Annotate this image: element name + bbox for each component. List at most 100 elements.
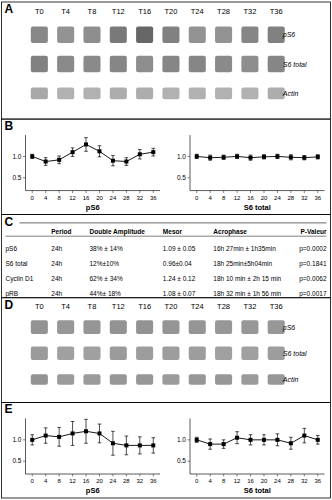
error-bar [138,437,142,454]
error-bar [151,438,155,453]
x-tick-label: 28 [288,478,295,484]
x-tick [112,474,113,477]
y-tick-label: 1.0 [177,153,186,160]
x-tick-label: 32 [301,195,308,201]
x-tick [250,191,251,194]
y-tick-label: 1.0 [12,153,21,160]
error-cap [222,448,226,449]
band [189,374,206,384]
table-cell: 1.08 ± 0.07 [163,290,196,297]
marker [111,441,115,445]
band [189,87,206,99]
band [83,87,100,99]
error-cap [276,445,280,446]
band [215,87,232,99]
marker [138,152,142,156]
error-cap [98,145,102,146]
x-tick [290,474,291,477]
x-axis-label: pS6 [86,486,100,495]
error-cap [316,435,320,436]
x-tick-label: 28 [288,195,295,201]
error-cap [276,433,280,434]
x-tick-label: 36 [150,478,157,484]
error-bar [44,428,48,443]
x-tick-label: 20 [261,478,268,484]
band [110,320,127,334]
x-tick-label: 36 [314,195,321,201]
x-tick-label: 32 [136,195,143,201]
series-line [197,436,318,445]
error-cap [44,443,48,444]
marker [235,154,239,158]
table-cell: 18h 25min±5h04min [213,260,272,267]
error-cap [208,438,212,439]
error-cap [125,454,129,455]
error-cap [138,158,142,159]
plot-area [195,428,320,449]
x-tick [250,474,251,477]
marker [30,154,34,158]
marker [138,443,142,447]
error-cap [249,434,253,435]
marker [208,156,212,160]
panel-frame [2,402,331,498]
band [57,320,74,334]
band [57,346,74,360]
lane-label: T16 [138,302,151,311]
marker [249,156,253,160]
line-chart: 048121620242832360.51.0S6 total [177,135,325,212]
y-axis [190,135,191,191]
x-axis-label: S6 total [244,203,271,212]
error-bar [289,155,293,160]
table-rule [6,236,327,237]
error-cap [151,148,155,149]
table-header: Period [51,228,71,235]
x-tick-label: 4 [209,478,213,484]
error-cap [316,444,320,445]
x-tick [237,191,238,194]
marker [275,154,279,158]
panel-frame [2,215,331,298]
band [162,87,179,99]
y-tick-label: 1.0 [12,436,21,443]
panel-label: B [5,119,14,133]
blot: T0T4T8T12T16T20T24T28T32T36pS6S6 totalAc… [31,302,307,385]
y-axis [190,418,191,474]
error-cap [125,165,129,166]
error-cap [262,434,266,435]
band [241,346,258,360]
x-tick-label: 8 [57,195,61,201]
panel-frame [2,2,331,119]
x-tick [99,474,100,477]
table-cell: 44%± 18% [90,290,122,297]
x-tick-label: 20 [96,478,103,484]
band [57,56,74,72]
x-tick-label: 0 [31,195,35,201]
x-tick-label: 28 [123,195,130,201]
marker [302,434,306,438]
y-tick [188,461,191,462]
error-bar [289,437,293,449]
error-cap [84,419,88,420]
table-header: Mesor [163,228,183,235]
y-tick [188,439,191,440]
band-label: pS6 [282,324,296,332]
x-tick [86,474,87,477]
x-tick-label: 16 [83,478,90,484]
table-cell: 0.96±0.04 [163,260,192,267]
x-tick-label: 8 [222,478,226,484]
band [110,27,127,43]
table-cell: p=0.0002 [299,245,327,253]
marker [262,155,266,159]
panel-label: D [5,298,14,312]
error-cap [138,453,142,454]
band [57,27,74,43]
error-cap [71,156,75,157]
error-cap [125,157,129,158]
x-axis-label: S6 total [244,486,271,495]
band [241,87,258,99]
band [189,346,206,360]
x-tick-label: 24 [274,478,281,484]
x-tick-label: 24 [274,195,281,201]
error-bar [111,431,115,455]
